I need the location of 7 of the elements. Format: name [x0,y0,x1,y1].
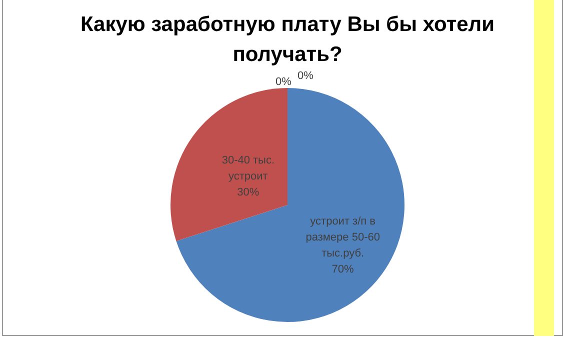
text: 0% [298,70,314,82]
slice-label: 30-40 тыс. устроит [222,154,275,183]
data-label: 70% [332,263,354,276]
text: 0% [276,76,292,88]
data-label: 30% [237,186,260,199]
slice-label: устроит з/п в размере 50-60 тыс.руб. [306,215,380,260]
chart-title: Какую заработную плату Вы бы хотели получать? [79,12,496,68]
